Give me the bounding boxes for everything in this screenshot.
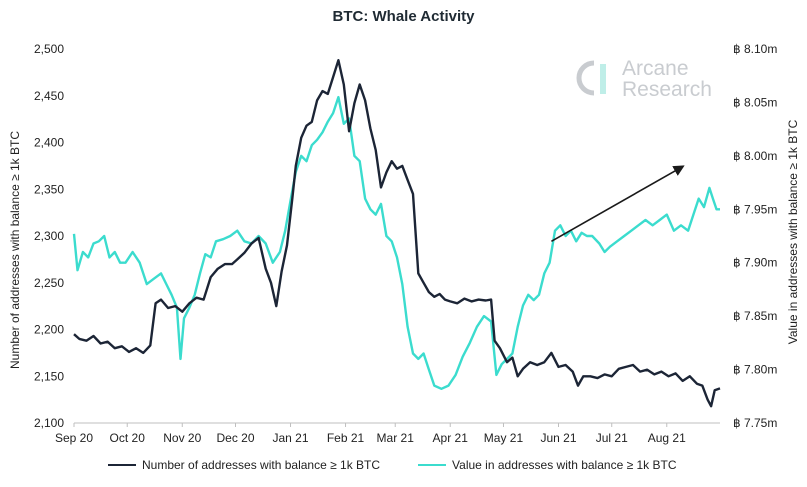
legend-label-address-count: Number of addresses with balance ≥ 1k BT… [142, 458, 381, 472]
y-axis-right-title: Value in addresses with balance ≥ 1k BTC [786, 119, 800, 344]
legend: Number of addresses with balance ≥ 1k BT… [108, 458, 728, 472]
x-tick-label: Jun 21 [540, 431, 576, 445]
y-right-tick-label: ฿ 8.00m [733, 149, 777, 163]
x-tick-label: Feb 21 [327, 431, 365, 445]
legend-item-address-count: Number of addresses with balance ≥ 1k BT… [108, 458, 380, 472]
y-left-tick-label: 2,300 [34, 229, 64, 243]
arcane-research-logo: Arcane Research [574, 58, 712, 100]
y-left-tick-label: 2,400 [34, 136, 64, 150]
y-right-tick-label: ฿ 7.85m [733, 309, 777, 323]
y-axis-right: ฿ 7.75m ฿ 7.80m ฿ 7.85m ฿ 7.90m ฿ 7.95m ฿ 8.0… [733, 42, 777, 430]
x-tick-label: Mar 21 [377, 431, 415, 445]
y-left-tick-label: 2,100 [34, 416, 64, 430]
arcane-logo-icon [576, 60, 606, 96]
y-left-tick-label: 2,250 [34, 276, 64, 290]
legend-item-value: Value in addresses with balance ≥ 1k BTC [418, 458, 677, 472]
y-right-tick-label: ฿ 7.80m [733, 363, 777, 377]
y-left-tick-label: 2,150 [34, 369, 64, 383]
x-tick-label: Jul 21 [596, 431, 628, 445]
x-tick-label: Dec 20 [216, 431, 254, 445]
y-right-tick-label: ฿ 7.90m [733, 256, 777, 270]
x-tick-label: Oct 20 [110, 431, 146, 445]
series-layer [72, 59, 721, 408]
x-tick-label: Aug 21 [648, 431, 686, 445]
y-right-tick-label: ฿ 7.95m [733, 202, 777, 216]
series-line-address-count [73, 59, 721, 408]
chart-title: BTC: Whale Activity [332, 8, 475, 25]
y-left-tick-label: 2,350 [34, 182, 64, 196]
series-line-value [72, 95, 720, 390]
x-tick-label: Nov 20 [163, 431, 201, 445]
y-axis-left: 2,100 2,150 2,200 2,250 2,300 2,350 2,400 2,450… [34, 42, 64, 430]
annotation-layer [551, 165, 685, 243]
y-right-tick-label: ฿ 7.75m [733, 416, 777, 430]
x-tick-label: Sep 20 [55, 431, 93, 445]
x-tick-label: Apr 21 [433, 431, 469, 445]
watermark-line2: Research [622, 78, 712, 101]
x-tick-label: May 21 [484, 431, 524, 445]
y-axis-left-title: Number of addresses with balance ≥ 1k BT… [8, 131, 22, 369]
legend-label-value: Value in addresses with balance ≥ 1k BTC [452, 458, 677, 472]
watermark-line1: Arcane [622, 57, 689, 80]
y-left-tick-label: 2,500 [34, 42, 64, 56]
y-right-tick-label: ฿ 8.10m [733, 42, 777, 56]
y-right-tick-label: ฿ 8.05m [733, 95, 777, 109]
trend-arrow [551, 165, 685, 243]
x-axis: Sep 20 Oct 20 Nov 20 Dec 20 Jan 21 Feb 21 Mar … [55, 422, 720, 445]
x-tick-label: Jan 21 [273, 431, 309, 445]
y-left-tick-label: 2,200 [34, 323, 64, 337]
legend-swatch-value [418, 463, 447, 467]
legend-swatch-address-count [108, 463, 136, 467]
y-left-tick-label: 2,450 [34, 89, 64, 103]
